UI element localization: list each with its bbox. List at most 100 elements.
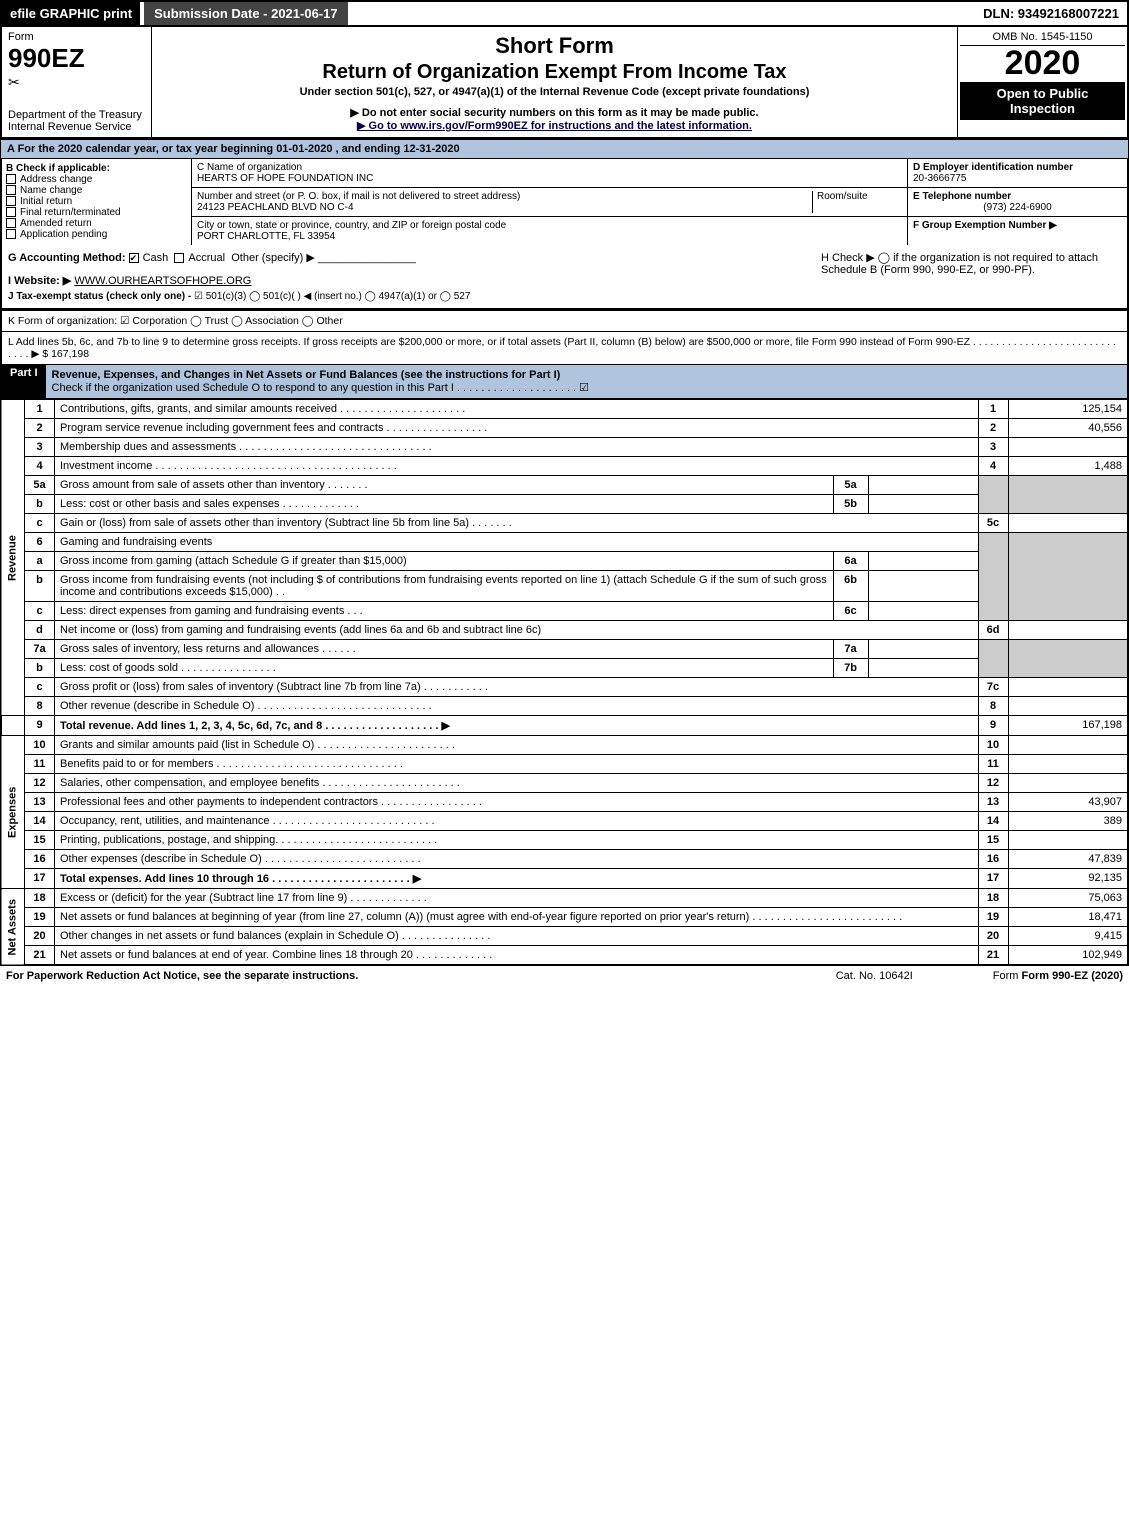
mv5a: [868, 476, 978, 495]
side-netassets: Net Assets: [1, 889, 25, 966]
dln: DLN: 93492168007221: [975, 2, 1127, 25]
d15: Printing, publications, postage, and shi…: [55, 831, 979, 850]
rn7c: 7c: [978, 678, 1008, 697]
rn14: 14: [978, 812, 1008, 831]
line-k: K Form of organization: ☑ Corporation ◯ …: [0, 310, 1129, 332]
n17: 17: [25, 869, 55, 889]
opt-amended: Amended return: [20, 218, 92, 229]
footer-form: Form 990-EZ (2020): [1022, 970, 1123, 982]
v11: [1008, 755, 1128, 774]
d5b: Less: cost or other basis and sales expe…: [55, 495, 834, 514]
d6d: Net income or (loss) from gaming and fun…: [55, 621, 979, 640]
c-name: HEARTS OF HOPE FOUNDATION INC: [197, 173, 902, 184]
n4: 4: [25, 457, 55, 476]
c-street: 24123 PEACHLAND BLVD NO C-4: [197, 202, 812, 213]
tax-year: 2020: [960, 46, 1125, 80]
v16: 47,839: [1008, 850, 1128, 869]
part1-title: Revenue, Expenses, and Changes in Net As…: [52, 369, 561, 381]
m7b: 7b: [833, 659, 868, 678]
chk-pending[interactable]: Application pending: [6, 229, 187, 240]
mv7b: [868, 659, 978, 678]
gray7: [978, 640, 1008, 678]
part1-label: Part I: [2, 365, 46, 398]
opt-initial: Initial return: [20, 196, 72, 207]
part1-header: Part I Revenue, Expenses, and Changes in…: [0, 365, 1129, 399]
efile-label[interactable]: efile GRAPHIC print: [2, 2, 140, 25]
chk-name[interactable]: Name change: [6, 185, 187, 196]
d18: Excess or (deficit) for the year (Subtra…: [55, 889, 979, 908]
d20: Other changes in net assets or fund bala…: [55, 927, 979, 946]
grayv7: [1008, 640, 1128, 678]
website-link[interactable]: WWW.OURHEARTSOFHOPE.ORG: [74, 275, 251, 287]
d6c: Less: direct expenses from gaming and fu…: [55, 602, 834, 621]
d6a: Gross income from gaming (attach Schedul…: [55, 552, 834, 571]
n20: 20: [25, 927, 55, 946]
v3: [1008, 438, 1128, 457]
m5b: 5b: [833, 495, 868, 514]
side-expenses: Expenses: [1, 736, 25, 889]
v13: 43,907: [1008, 793, 1128, 812]
chk-cash[interactable]: [129, 253, 139, 263]
d6b: Gross income from fundraising events (no…: [55, 571, 834, 602]
gray6: [978, 533, 1008, 621]
rn18: 18: [978, 889, 1008, 908]
chk-amended[interactable]: Amended return: [6, 218, 187, 229]
mv6a: [868, 552, 978, 571]
n6d: d: [25, 621, 55, 640]
footer-left: For Paperwork Reduction Act Notice, see …: [6, 970, 836, 982]
chk-accrual[interactable]: [174, 253, 184, 263]
submission-date: Submission Date - 2021-06-17: [144, 2, 348, 25]
n6: 6: [25, 533, 55, 552]
title-return: Return of Organization Exempt From Incom…: [160, 61, 949, 84]
page-footer: For Paperwork Reduction Act Notice, see …: [0, 966, 1129, 986]
subtitle: Under section 501(c), 527, or 4947(a)(1)…: [160, 86, 949, 98]
rn1: 1: [978, 400, 1008, 419]
n13: 13: [25, 793, 55, 812]
rn4: 4: [978, 457, 1008, 476]
note-link: ▶ Go to www.irs.gov/Form990EZ for instru…: [160, 119, 949, 132]
v8: [1008, 697, 1128, 716]
title-short-form: Short Form: [160, 33, 949, 59]
n18: 18: [25, 889, 55, 908]
n7b: b: [25, 659, 55, 678]
v18: 75,063: [1008, 889, 1128, 908]
rn15: 15: [978, 831, 1008, 850]
chk-initial[interactable]: Initial return: [6, 196, 187, 207]
grayv5: [1008, 476, 1128, 514]
opt-name: Name change: [20, 185, 82, 196]
chk-final[interactable]: Final return/terminated: [6, 207, 187, 218]
n12: 12: [25, 774, 55, 793]
n3: 3: [25, 438, 55, 457]
section-ghij: G Accounting Method: Cash Accrual Other …: [0, 245, 1129, 310]
gray5: [978, 476, 1008, 514]
d14: Occupancy, rent, utilities, and maintena…: [55, 812, 979, 831]
d12: Salaries, other compensation, and employ…: [55, 774, 979, 793]
section-def: D Employer identification number 20-3666…: [907, 159, 1127, 245]
d5c: Gain or (loss) from sale of assets other…: [55, 514, 979, 533]
c-name-label: C Name of organization: [197, 162, 902, 173]
j-label: J Tax-exempt status (check only one) -: [8, 291, 191, 302]
e-phone: (973) 224-6900: [913, 202, 1122, 213]
d6: Gaming and fundraising events: [55, 533, 979, 552]
header-right: OMB No. 1545-1150 2020 Open to Public In…: [957, 27, 1127, 137]
n5a: 5a: [25, 476, 55, 495]
v21: 102,949: [1008, 946, 1128, 966]
note-link-text[interactable]: ▶ Go to www.irs.gov/Form990EZ for instru…: [357, 120, 752, 132]
n16: 16: [25, 850, 55, 869]
chk-address[interactable]: Address change: [6, 174, 187, 185]
d3: Membership dues and assessments . . . . …: [55, 438, 979, 457]
rn11: 11: [978, 755, 1008, 774]
rn10: 10: [978, 736, 1008, 755]
v15: [1008, 831, 1128, 850]
d9: Total revenue. Add lines 1, 2, 3, 4, 5c,…: [55, 716, 979, 736]
d11: Benefits paid to or for members . . . . …: [55, 755, 979, 774]
top-bar: efile GRAPHIC print Submission Date - 20…: [0, 0, 1129, 27]
n9: 9: [25, 716, 55, 736]
department: Department of the Treasury: [8, 109, 145, 121]
form-label: Form: [8, 31, 145, 43]
m6b: 6b: [833, 571, 868, 602]
g-line: G Accounting Method: Cash Accrual Other …: [8, 251, 821, 264]
room-suite: Room/suite: [812, 191, 902, 213]
n15: 15: [25, 831, 55, 850]
d7c: Gross profit or (loss) from sales of inv…: [55, 678, 979, 697]
